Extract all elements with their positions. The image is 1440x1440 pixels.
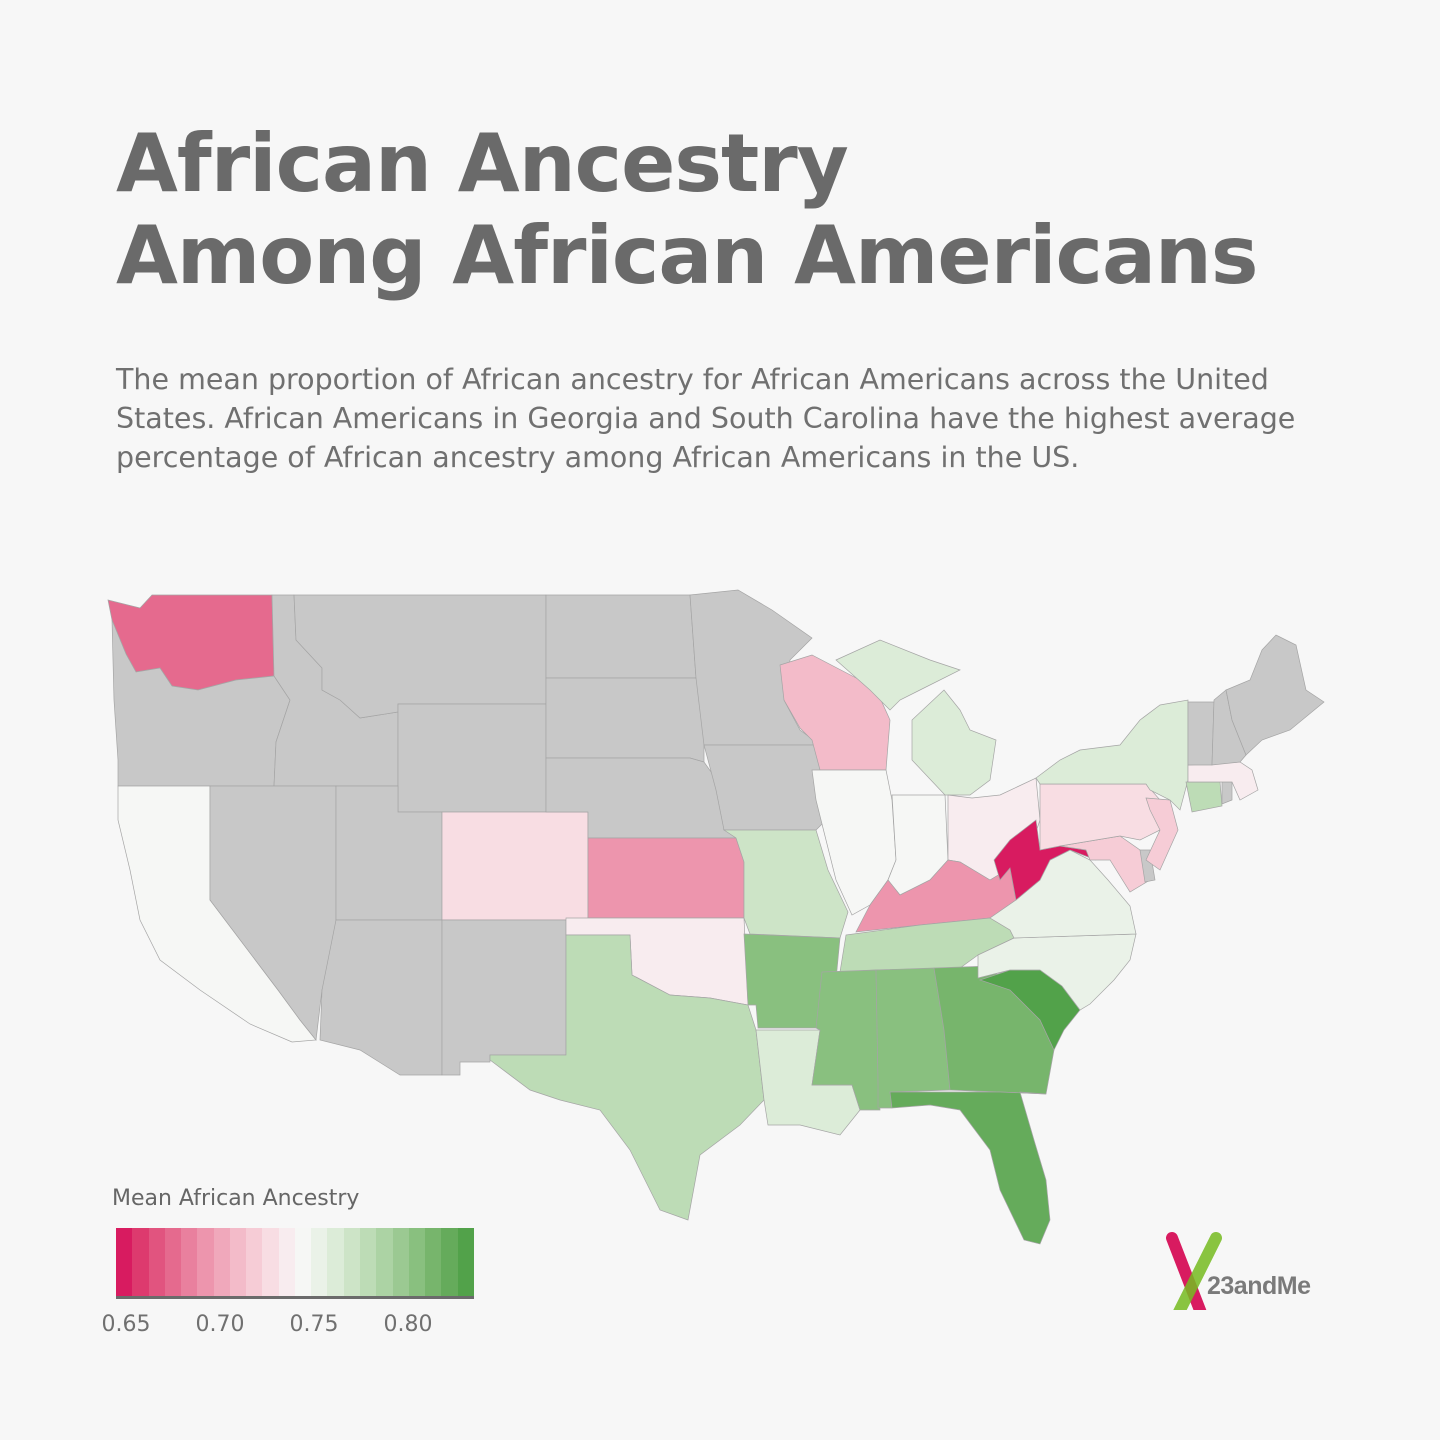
legend-swatch bbox=[457, 1228, 474, 1296]
legend-swatch bbox=[246, 1228, 263, 1296]
page-title: African Ancestry Among African Americans bbox=[116, 118, 1258, 302]
legend-title: Mean African Ancestry bbox=[112, 1186, 360, 1211]
legend-swatch bbox=[376, 1228, 393, 1296]
state-michigan bbox=[835, 639, 997, 796]
legend-swatch bbox=[148, 1228, 165, 1296]
state-texas bbox=[489, 934, 765, 1221]
state-maryland bbox=[1059, 835, 1151, 893]
state-wyoming bbox=[397, 703, 547, 813]
state-vermont bbox=[1187, 701, 1215, 766]
state-south-dakota bbox=[545, 677, 705, 763]
legend-swatch bbox=[262, 1228, 279, 1296]
state-arizona bbox=[319, 919, 443, 1076]
legend-color-scale bbox=[116, 1228, 474, 1299]
legend-swatch bbox=[132, 1228, 149, 1296]
title-line-1: African Ancestry bbox=[116, 117, 849, 210]
legend-swatch bbox=[294, 1228, 312, 1296]
state-massachusetts bbox=[1187, 761, 1259, 801]
legend-swatch bbox=[408, 1228, 426, 1296]
state-pennsylvania bbox=[1039, 783, 1161, 851]
legend-swatch bbox=[181, 1228, 198, 1296]
state-connecticut bbox=[1185, 781, 1223, 813]
legend-swatch bbox=[343, 1228, 360, 1296]
legend-swatch bbox=[213, 1228, 230, 1296]
legend-swatch bbox=[425, 1228, 442, 1296]
state-rhode-island bbox=[1221, 781, 1233, 805]
legend-swatch bbox=[229, 1228, 247, 1296]
legend-tick: 0.65 bbox=[101, 1312, 151, 1337]
state-north-dakota bbox=[545, 594, 697, 679]
legend-swatch bbox=[164, 1228, 182, 1296]
state-maine bbox=[1225, 634, 1325, 756]
state-colorado bbox=[441, 811, 589, 921]
title-line-2: Among African Americans bbox=[116, 209, 1258, 302]
legend-swatch bbox=[441, 1228, 458, 1296]
state-kansas bbox=[587, 837, 745, 919]
subtitle: The mean proportion of African ancestry … bbox=[116, 363, 1296, 474]
state-new-mexico bbox=[441, 919, 567, 1076]
legend-tick: 0.70 bbox=[195, 1312, 245, 1337]
legend-swatch bbox=[392, 1228, 409, 1296]
legend-swatch bbox=[278, 1228, 295, 1296]
23andme-logo-icon bbox=[1166, 1232, 1222, 1310]
state-florida bbox=[889, 1091, 1051, 1245]
legend-swatch bbox=[197, 1228, 214, 1296]
legend-swatch bbox=[327, 1228, 344, 1296]
legend-swatch bbox=[116, 1228, 133, 1296]
state-north-carolina bbox=[977, 933, 1137, 1011]
legend-swatch bbox=[311, 1228, 328, 1296]
state-new-jersey bbox=[1145, 797, 1179, 871]
legend-tick: 0.80 bbox=[383, 1312, 433, 1337]
logo-text: 23andMe bbox=[1207, 1272, 1311, 1300]
legend-swatch bbox=[359, 1228, 377, 1296]
legend-tick: 0.75 bbox=[289, 1312, 339, 1337]
